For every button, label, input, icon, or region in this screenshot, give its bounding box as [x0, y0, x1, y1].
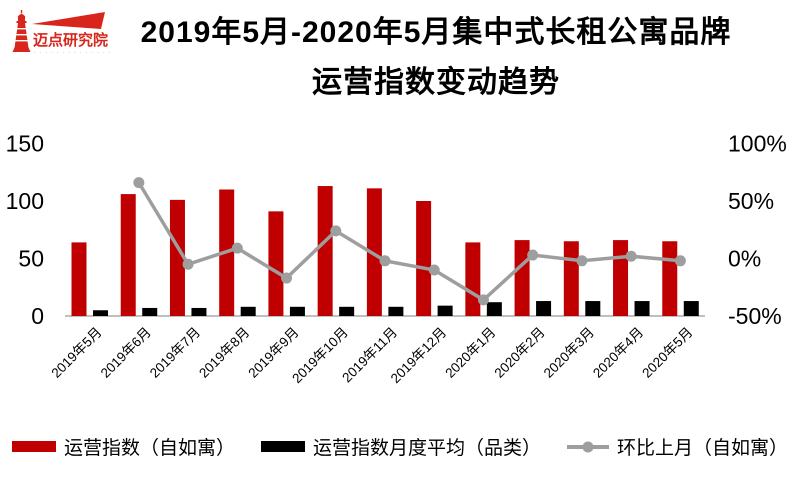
bar-operating-index: [613, 240, 629, 316]
line-point: [674, 255, 686, 267]
title-line-2: 运营指数变动趋势: [312, 66, 560, 99]
x-axis-label: 2020年4月: [590, 325, 646, 381]
right-axis-tick: 0%: [728, 246, 761, 272]
line-point: [576, 255, 588, 267]
lighthouse-icon: [12, 10, 31, 52]
x-axis-label: 2020年2月: [492, 325, 548, 381]
bar-operating-index: [71, 242, 87, 316]
line-point: [281, 272, 293, 284]
bar-operating-index: [268, 211, 284, 316]
legend-item-mom-change: 环比上月（自如寓）: [567, 433, 788, 460]
bar-operating-index: [120, 194, 136, 316]
legend-label-mom-change: 环比上月（自如寓）: [617, 438, 789, 459]
bar-operating-index: [465, 242, 481, 316]
bar-monthly-average: [683, 301, 699, 316]
x-axis-label: 2020年5月: [639, 325, 695, 381]
chart-area: 0 50 100 150 -50% 0% 50% 100% 2019年5月 2019年6月 2019…: [0, 118, 800, 418]
legend: 运营指数（自如寓） 运营指数月度平均（品类） 环比上月（自如寓）: [0, 433, 800, 460]
bar-monthly-average: [93, 310, 108, 316]
bar-monthly-average: [437, 305, 453, 316]
logo-tagline: · · · · · · · · · · · · · ·: [34, 50, 112, 55]
line-point: [133, 177, 145, 189]
bar-operating-index: [563, 241, 579, 316]
legend-label-monthly-average: 运营指数月度平均（品类）: [312, 438, 541, 459]
x-axis-label: 2019年6月: [98, 325, 154, 381]
left-axis-tick: 150: [6, 131, 44, 157]
line-point: [527, 249, 539, 261]
bar-monthly-average: [486, 302, 502, 316]
logo-name: 迈点研究院: [33, 31, 108, 49]
line-point: [477, 294, 489, 306]
left-axis-tick: 0: [31, 303, 44, 329]
line-point: [379, 255, 391, 267]
title-line-1: 2019年5月-2020年5月集中式长租公寓品牌: [140, 16, 732, 49]
line-point: [231, 242, 243, 254]
right-axis-tick: -50%: [728, 303, 782, 329]
right-axis-tick: 50%: [728, 188, 774, 214]
red-bar-swatch: [11, 441, 56, 452]
combo-chart: 050100150-50%0%50%100%2019年5月2019年6月2019…: [6, 131, 787, 387]
bar-monthly-average: [142, 307, 158, 316]
bar-operating-index: [514, 240, 530, 316]
right-axis-tick: 100%: [728, 131, 787, 157]
legend-item-operating-index: 运营指数（自如寓）: [11, 433, 235, 460]
x-axis-label: 2019年7月: [147, 325, 203, 381]
x-axis-label: 2020年1月: [442, 325, 498, 381]
black-bar-swatch: [260, 441, 305, 452]
chart-title: 2019年5月-2020年5月集中式长租公寓品牌 运营指数变动趋势: [100, 8, 772, 108]
line-point: [625, 250, 637, 262]
x-axis-label: 2019年5月: [48, 325, 104, 381]
bar-operating-index: [317, 186, 333, 316]
bar-monthly-average: [191, 307, 207, 316]
bar-operating-index: [416, 201, 432, 316]
bar-monthly-average: [289, 306, 305, 316]
legend-label-operating-index: 运营指数（自如寓）: [63, 438, 235, 459]
lighthouse-beam-icon: [32, 12, 105, 29]
legend-item-monthly-average: 运营指数月度平均（品类）: [260, 433, 541, 460]
bar-operating-index: [366, 188, 382, 316]
line-point: [330, 225, 342, 237]
bar-monthly-average: [339, 306, 355, 316]
bar-monthly-average: [536, 301, 552, 316]
left-axis-tick: 50: [18, 246, 44, 272]
x-axis-label: 2019年8月: [196, 325, 252, 381]
bar-operating-index: [169, 199, 185, 316]
gray-dot-icon: [582, 441, 594, 452]
bar-monthly-average: [585, 301, 601, 316]
left-axis-tick: 100: [6, 188, 44, 214]
line-point: [182, 258, 194, 270]
bar-monthly-average: [634, 301, 650, 316]
bar-operating-index: [662, 241, 678, 316]
line-mom-change: [137, 181, 681, 303]
bar-monthly-average: [388, 306, 404, 316]
x-axis-label: 2020年3月: [541, 325, 597, 381]
gray-line-swatch: [567, 441, 609, 452]
line-point: [428, 264, 440, 276]
meadin-research-logo: 迈点研究院 · · · · · · · · · · · · · ·: [12, 10, 112, 55]
bar-monthly-average: [240, 306, 256, 316]
